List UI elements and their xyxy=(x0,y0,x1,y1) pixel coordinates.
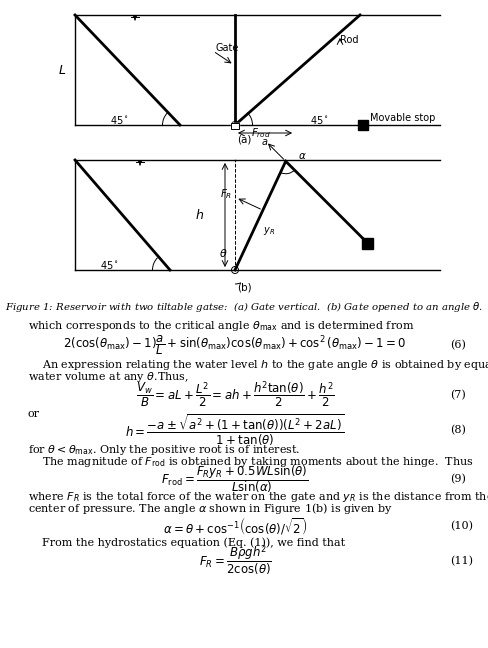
Text: $h$: $h$ xyxy=(195,208,204,222)
Text: (a): (a) xyxy=(236,135,251,145)
Text: (6): (6) xyxy=(449,340,465,350)
Text: (11): (11) xyxy=(449,556,472,566)
Text: The magnitude of $F_{\mathrm{rod}}$ is obtained by taking moments about the hing: The magnitude of $F_{\mathrm{rod}}$ is o… xyxy=(42,455,473,469)
Text: $\alpha$: $\alpha$ xyxy=(298,151,306,161)
Text: $2\left(\cos(\theta_{\mathrm{max}})-1\right)\dfrac{a}{L}+\sin(\theta_{\mathrm{ma: $2\left(\cos(\theta_{\mathrm{max}})-1\ri… xyxy=(63,333,406,357)
Text: 45$^\circ$: 45$^\circ$ xyxy=(110,114,129,126)
Text: for $\theta<\theta_{\mathrm{max}}$. Only the positive root is of interest.: for $\theta<\theta_{\mathrm{max}}$. Only… xyxy=(28,443,300,457)
Text: or: or xyxy=(28,409,40,419)
Text: (10): (10) xyxy=(449,521,472,531)
Text: $\dfrac{V_w}{B}=aL+\dfrac{L^2}{2}=ah+\dfrac{h^2\tan(\theta)}{2}+\dfrac{h^2}{2}$: $\dfrac{V_w}{B}=aL+\dfrac{L^2}{2}=ah+\df… xyxy=(135,380,334,410)
Bar xyxy=(361,238,372,249)
Text: $\theta$: $\theta$ xyxy=(218,247,227,259)
Bar xyxy=(357,120,367,130)
Text: where $F_R$ is the total force of the water on the gate and $y_R$ is the distanc: where $F_R$ is the total force of the wa… xyxy=(28,490,488,504)
Text: $F_R=\dfrac{B\rho g h^2}{2\cos(\theta)}$: $F_R=\dfrac{B\rho g h^2}{2\cos(\theta)}$ xyxy=(198,544,271,578)
Text: From the hydrostatics equation (Eq. (1)), we find that: From the hydrostatics equation (Eq. (1))… xyxy=(42,538,345,548)
Text: $F_{rod}$: $F_{rod}$ xyxy=(250,126,270,141)
Text: $F_R$: $F_R$ xyxy=(219,188,231,202)
Text: (7): (7) xyxy=(449,390,465,400)
Text: (b): (b) xyxy=(236,283,251,293)
Text: Gate: Gate xyxy=(215,43,238,53)
Text: $\alpha=\theta+\cos^{-1}\!\left(\cos(\theta)/\sqrt{2}\right)$: $\alpha=\theta+\cos^{-1}\!\left(\cos(\th… xyxy=(163,516,307,537)
Text: $a$: $a$ xyxy=(261,137,268,147)
Bar xyxy=(230,123,239,129)
Text: 45$^\circ$: 45$^\circ$ xyxy=(101,259,119,271)
Text: Movable stop: Movable stop xyxy=(369,113,434,123)
Text: 45$^\circ$: 45$^\circ$ xyxy=(310,114,329,126)
Text: $L$: $L$ xyxy=(58,64,66,76)
Text: Rod: Rod xyxy=(339,35,358,45)
Text: center of pressure. The angle $\alpha$ shown in Figure 1(b) is given by: center of pressure. The angle $\alpha$ s… xyxy=(28,502,392,516)
Text: $y_R$: $y_R$ xyxy=(263,226,275,238)
Text: $F_{\mathrm{rod}}=\dfrac{F_R y_R+0.5WL\sin(\theta)}{L\sin(\alpha)}$: $F_{\mathrm{rod}}=\dfrac{F_R y_R+0.5WL\s… xyxy=(161,463,308,495)
Text: water volume at any $\theta$.Thus,: water volume at any $\theta$.Thus, xyxy=(28,370,188,384)
Text: which corresponds to the critical angle $\theta_{\mathrm{max}}$ and is determine: which corresponds to the critical angle … xyxy=(28,319,413,333)
Text: An expression relating the water level $h$ to the gate angle $\theta$ is obtaine: An expression relating the water level $… xyxy=(42,358,488,372)
Bar xyxy=(230,123,239,129)
Text: $h=\dfrac{-a\pm\sqrt{a^2+\left(1+\tan(\theta)\right)\left(L^2+2aL\right)}}{1+\ta: $h=\dfrac{-a\pm\sqrt{a^2+\left(1+\tan(\t… xyxy=(125,412,344,448)
Text: Figure 1: Reservoir with two tiltable gatse:  (a) Gate vertical.  (b) Gate opene: Figure 1: Reservoir with two tiltable ga… xyxy=(5,300,482,314)
Text: (8): (8) xyxy=(449,425,465,435)
Text: (9): (9) xyxy=(449,474,465,484)
